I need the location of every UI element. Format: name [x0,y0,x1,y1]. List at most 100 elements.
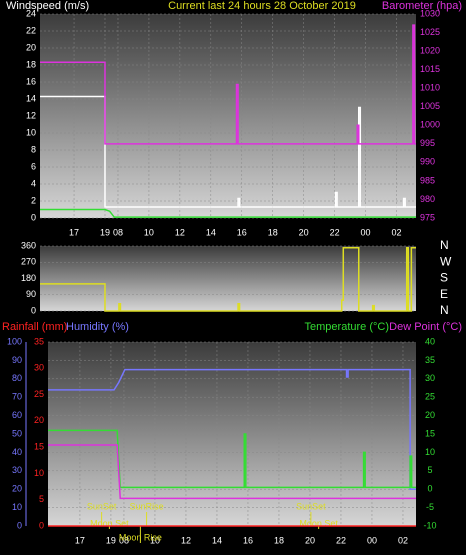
x-tick-label: 22 [336,535,346,545]
x-tick-label: 12 [181,535,191,545]
annotation: SunSet [296,501,326,511]
y3-tick-label: 35 [34,336,44,346]
y2-tick-label: W [440,254,452,268]
y-tick-label: 30 [12,465,22,475]
y-tick-label: 0 [17,520,22,530]
y-tick-label: 8 [31,144,36,154]
y2-tick-label: 1025 [420,27,440,37]
y2-tick-label: N [440,303,449,317]
annotation: Moon Set [299,518,338,528]
y2-tick-label: 990 [420,157,435,167]
y2-tick-label: 30 [425,373,435,383]
series-line [48,368,416,490]
y2-tick-label: 1005 [420,101,440,111]
y2-tick-label: S [440,271,448,285]
y-tick-label: 6 [31,161,36,171]
y-tick-label: 0 [31,305,36,315]
series-line [48,429,416,489]
y-tick-label: 4 [31,178,36,188]
y2-tick-label: 5 [427,465,432,475]
series-line [40,208,416,218]
y3-tick-label: 15 [34,442,44,452]
y2-tick-label: 25 [425,392,435,402]
y-tick-label: 180 [21,273,36,283]
x-tick-label: 02 [391,227,401,237]
annotation: SunSet [87,501,117,511]
y-tick-label: 40 [12,447,22,457]
y-tick-label: 20 [26,42,36,52]
y-tick-label: 70 [12,392,22,402]
y-tick-label: 80 [12,373,22,383]
y-tick-label: 10 [26,127,36,137]
series-line [48,444,416,500]
y2-tick-label: 35 [425,355,435,365]
x-tick-label: 19 [100,227,110,237]
x-tick-label: 20 [299,227,309,237]
series-line [40,247,416,312]
x-tick-label: 18 [268,227,278,237]
x-tick-label: 20 [305,535,315,545]
y-tick-label: 2 [31,195,36,205]
temperature-label: Temperature (°C) [305,321,389,333]
y2-tick-label: 1015 [420,64,440,74]
y2-tick-label: 1030 [420,8,440,18]
y-tick-label: 50 [12,428,22,438]
dewpoint-label: Dew Point (°C) [389,321,462,333]
y-tick-label: 16 [26,76,36,86]
y-tick-label: 22 [26,25,36,35]
y3-tick-label: 0 [39,520,44,530]
y-tick-label: 14 [26,93,36,103]
y-tick-label: 12 [26,110,36,120]
y-tick-label: 270 [21,257,36,267]
y-tick-label: 100 [7,336,22,346]
x-tick-label: 10 [144,227,154,237]
y2-tick-label: 1000 [420,120,440,130]
y2-tick-label: 995 [420,138,435,148]
y2-tick-label: 980 [420,194,435,204]
y2-tick-label: E [440,287,448,301]
y2-tick-label: 15 [425,428,435,438]
y3-tick-label: 20 [34,415,44,425]
y-tick-label: 360 [21,240,36,250]
y2-tick-label: 985 [420,175,435,185]
annotation: Moon Set [90,518,129,528]
y3-tick-label: 25 [34,389,44,399]
x-tick-label: 17 [75,535,85,545]
x-tick-label: 08 [119,535,129,545]
y-tick-label: 20 [12,484,22,494]
chart-title: Current last 24 hours 28 October 2019 [168,0,356,12]
y2-tick-label: 10 [425,447,435,457]
y-tick-label: 90 [12,355,22,365]
x-tick-label: 22 [330,227,340,237]
rain-label: Rainfall (mm) [2,321,67,333]
y2-tick-label: 975 [420,212,435,222]
x-tick-label: 18 [274,535,284,545]
x-tick-label: 16 [237,227,247,237]
y3-tick-label: 5 [39,494,44,504]
y2-tick-label: 40 [425,336,435,346]
x-tick-label: 00 [367,535,377,545]
x-tick-label: 16 [243,535,253,545]
y2-tick-label: -5 [426,502,434,512]
y2-tick-label: -10 [423,520,436,530]
y-tick-label: 90 [26,289,36,299]
y3-tick-label: 10 [34,468,44,478]
x-tick-label: 10 [150,535,160,545]
series-line [40,24,416,145]
barometer-label: Barometer (hpa) [382,0,462,12]
y3-tick-label: 30 [34,363,44,373]
annotation: Moon Rise [119,532,162,542]
y2-tick-label: 1010 [420,83,440,93]
y-tick-label: 18 [26,59,36,69]
y2-tick-label: 20 [425,410,435,420]
y2-tick-label: N [440,238,449,252]
x-tick-label: 02 [398,535,408,545]
y-tick-label: 0 [31,212,36,222]
y-tick-label: 10 [12,502,22,512]
y-tick-label: 24 [26,8,36,18]
x-tick-label: 12 [175,227,185,237]
y2-tick-label: 0 [427,484,432,494]
x-tick-label: 19 [106,535,116,545]
y2-tick-label: 1020 [420,45,440,55]
